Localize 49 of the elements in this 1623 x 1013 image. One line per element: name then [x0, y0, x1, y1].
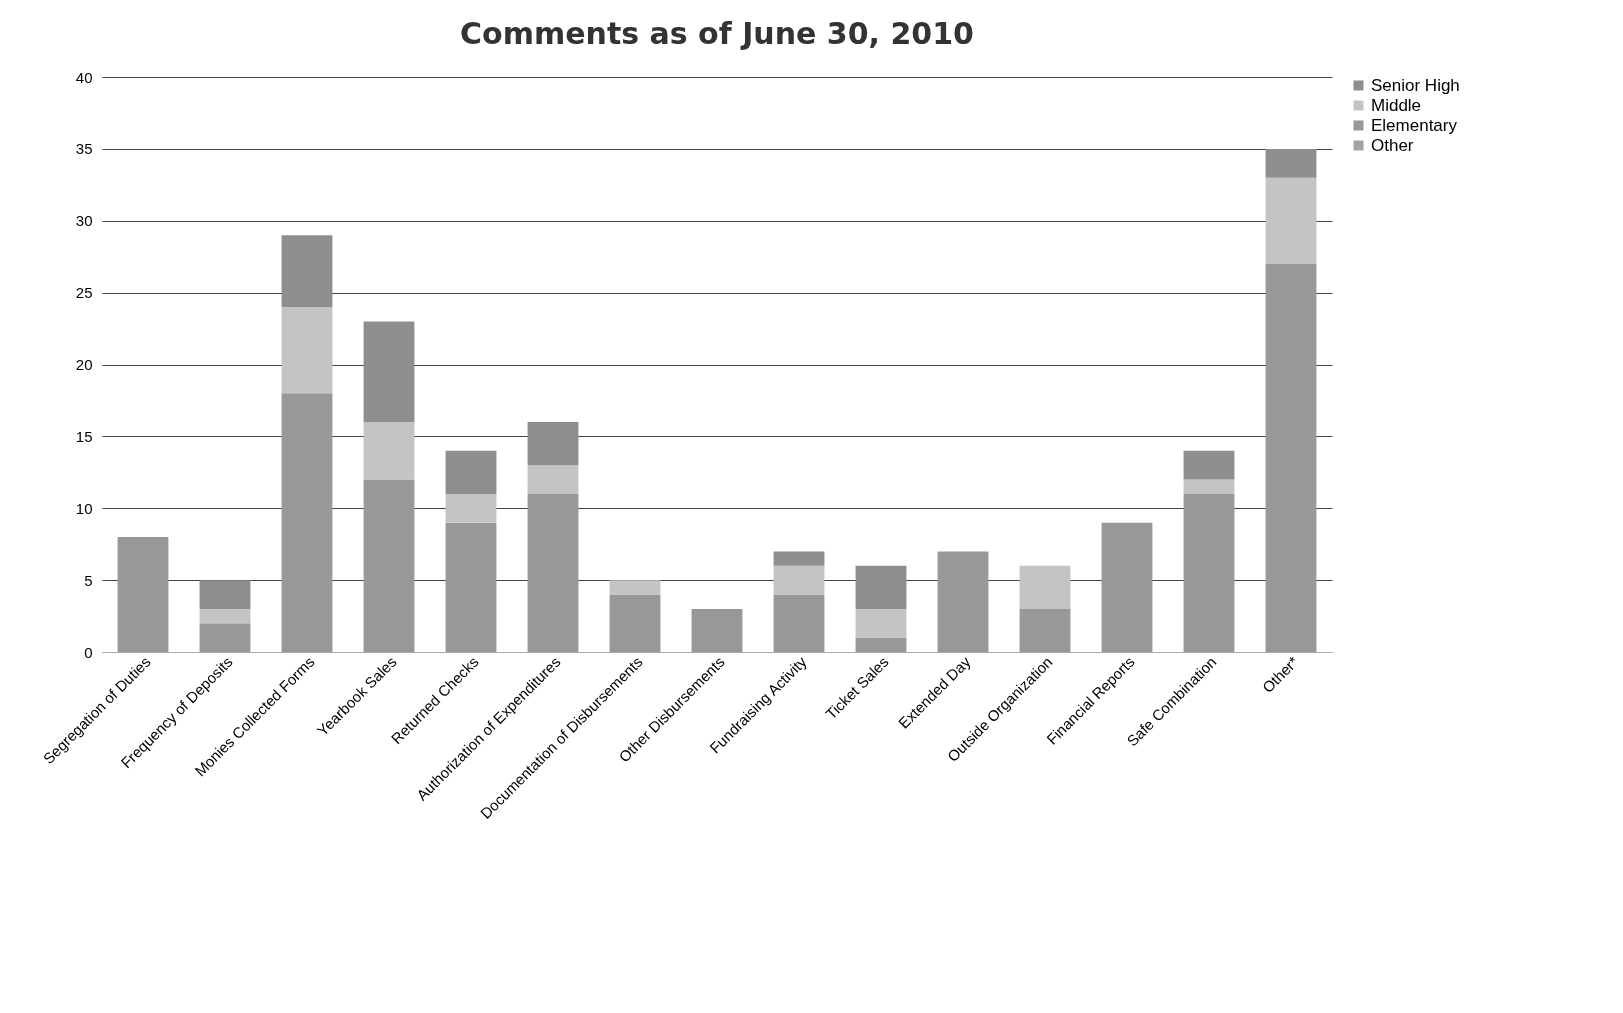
bar [199, 623, 251, 652]
y-tick-label: 10 [75, 499, 93, 517]
bar [773, 594, 825, 652]
bar [363, 422, 415, 480]
chart-title: Comments as of June 30, 2010 [460, 16, 974, 51]
bar [1019, 565, 1071, 609]
legend-label: Senior High [1371, 75, 1460, 95]
bar [363, 479, 415, 652]
bar [527, 493, 579, 652]
bar [445, 493, 497, 523]
bar [1101, 522, 1153, 652]
y-tick-label: 40 [75, 68, 93, 86]
bar [1019, 608, 1071, 652]
bar [199, 580, 251, 609]
bar [1183, 479, 1235, 494]
bar [199, 608, 251, 624]
bar [527, 422, 579, 466]
bar [937, 551, 989, 652]
y-tick-label: 15 [75, 427, 93, 445]
bar [281, 393, 333, 652]
bar [527, 465, 579, 494]
bar [1265, 148, 1317, 178]
bar [281, 235, 333, 307]
bar [445, 450, 497, 494]
bar [445, 522, 497, 652]
y-tick-label: 30 [75, 212, 93, 230]
bar [1183, 493, 1235, 652]
bar [773, 565, 825, 595]
y-tick-label: 35 [75, 140, 93, 158]
bar [281, 307, 333, 394]
bar [773, 551, 825, 566]
bar [117, 537, 169, 652]
bar [855, 637, 907, 652]
bar [609, 594, 661, 652]
bar [1265, 177, 1317, 264]
y-tick-label: 20 [75, 356, 93, 373]
y-tick-label: 0 [84, 643, 93, 661]
bar [691, 608, 743, 652]
bar [1183, 450, 1235, 480]
bar [363, 321, 415, 422]
y-tick-label: 25 [75, 284, 93, 302]
bar [1265, 263, 1317, 652]
bar [609, 580, 661, 595]
legend-label: Elementary [1371, 115, 1458, 135]
legend-label: Other [1371, 135, 1414, 155]
bar [855, 608, 907, 638]
bar [855, 565, 907, 609]
legend-label: Middle [1371, 95, 1422, 115]
y-tick-label: 5 [84, 571, 93, 589]
